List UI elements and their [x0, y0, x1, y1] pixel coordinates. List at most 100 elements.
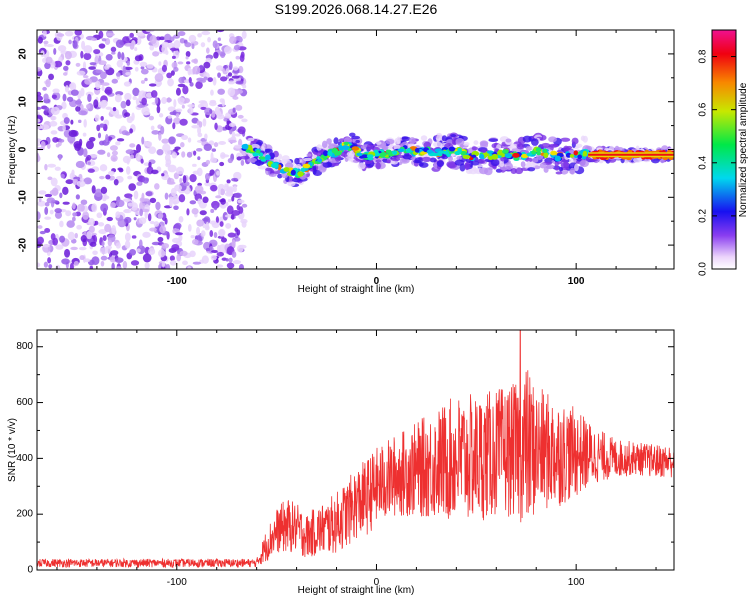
noise-blob — [210, 255, 217, 261]
noise-blob — [45, 43, 54, 48]
noise-blob — [48, 264, 53, 269]
noise-blob — [121, 52, 125, 61]
noise-blob — [189, 174, 197, 183]
signal-halo — [526, 160, 531, 168]
noise-blob — [88, 136, 96, 142]
noise-blob — [215, 216, 220, 224]
signal-halo — [579, 160, 589, 168]
signal-halo — [281, 155, 290, 162]
signal-core — [577, 154, 583, 159]
signal-halo — [455, 137, 465, 146]
noise-blob — [238, 65, 244, 74]
noise-blob — [80, 199, 88, 205]
signal-core — [443, 150, 450, 155]
noise-blob — [210, 89, 214, 96]
noise-blob — [188, 77, 192, 84]
noise-blob — [202, 217, 209, 222]
noise-blob — [229, 36, 237, 45]
signal-halo — [375, 159, 382, 163]
noise-blob — [62, 124, 66, 132]
noise-blob — [217, 72, 221, 78]
signal-halo — [569, 159, 574, 164]
noise-blob — [161, 96, 167, 104]
noise-blob — [94, 114, 100, 122]
colorbar-ticks: 0.0 0.2 0.4 0.6 0.8 — [698, 49, 736, 276]
noise-blob — [111, 262, 115, 269]
noise-blob — [136, 32, 145, 37]
noise-blob — [214, 122, 218, 131]
signal-core — [431, 152, 440, 157]
noise-blob — [115, 211, 121, 219]
noise-blob — [124, 208, 130, 213]
noise-blob — [237, 199, 245, 204]
noise-blob — [189, 200, 197, 205]
noise-blob — [173, 117, 181, 125]
noise-blob — [64, 85, 69, 93]
noise-blob — [175, 87, 181, 96]
noise-blob — [127, 202, 134, 207]
signal-halo — [558, 166, 564, 172]
noise-blob — [109, 145, 118, 151]
y-tick-label: 0 — [27, 565, 33, 576]
noise-blob — [192, 163, 197, 167]
noise-blob — [129, 32, 134, 38]
colorbar-tick-label: 0.8 — [698, 49, 709, 63]
signal-core — [512, 152, 520, 158]
noise-blob — [160, 125, 165, 135]
noise-blob — [187, 266, 192, 269]
noise-blob — [54, 166, 61, 171]
noise-blob — [80, 50, 84, 59]
noise-blob — [209, 230, 214, 238]
noise-blob — [106, 152, 111, 158]
noise-blob — [67, 231, 75, 241]
noise-blob — [115, 72, 121, 77]
noise-blob — [38, 196, 42, 203]
noise-blob — [184, 42, 192, 48]
signal-halo — [532, 157, 539, 163]
y-tick-label: 800 — [16, 341, 33, 352]
noise-blob — [129, 143, 136, 148]
noise-blob — [101, 38, 107, 42]
signal-core — [300, 167, 306, 173]
signal-halo — [402, 154, 412, 160]
signal-halo — [301, 159, 307, 166]
noise-blob — [65, 210, 72, 217]
noise-blob — [213, 232, 218, 238]
noise-blob — [205, 159, 211, 165]
noise-blob — [122, 155, 131, 164]
noise-blob — [73, 261, 79, 266]
signal-core — [322, 155, 328, 160]
noise-blob — [57, 45, 67, 52]
signal-core — [271, 162, 279, 169]
noise-blob — [179, 250, 188, 257]
signal-halo — [554, 167, 560, 171]
noise-blob — [134, 67, 139, 72]
snr-y-axis-label: SNR (10 * v/v) — [7, 418, 18, 482]
noise-blob — [171, 152, 178, 159]
noise-blob — [129, 248, 137, 256]
noise-blob — [142, 177, 149, 184]
noise-blob — [189, 250, 196, 258]
noise-blob — [210, 208, 215, 214]
noise-blob — [165, 263, 171, 269]
noise-blob — [157, 213, 164, 219]
noise-blob — [204, 133, 208, 140]
noise-blob — [228, 139, 237, 143]
noise-blob — [100, 186, 108, 194]
snr-panel: -100 0 100 0 200 400 600 800 Height of straight… — [7, 329, 675, 596]
signal-halo — [473, 140, 479, 145]
signal-halo — [322, 161, 333, 168]
noise-blob — [116, 59, 123, 68]
signal-core — [343, 141, 350, 146]
x-tick-label: -100 — [167, 276, 187, 287]
noise-blob — [82, 132, 87, 137]
noise-blob — [178, 194, 186, 203]
noise-blob — [234, 192, 242, 199]
y-tick-label: 400 — [16, 453, 33, 464]
noise-blob — [64, 248, 71, 258]
signal-halo — [541, 142, 551, 149]
noise-blob — [117, 51, 122, 60]
noise-blob — [131, 112, 135, 121]
noise-blob — [91, 185, 96, 194]
